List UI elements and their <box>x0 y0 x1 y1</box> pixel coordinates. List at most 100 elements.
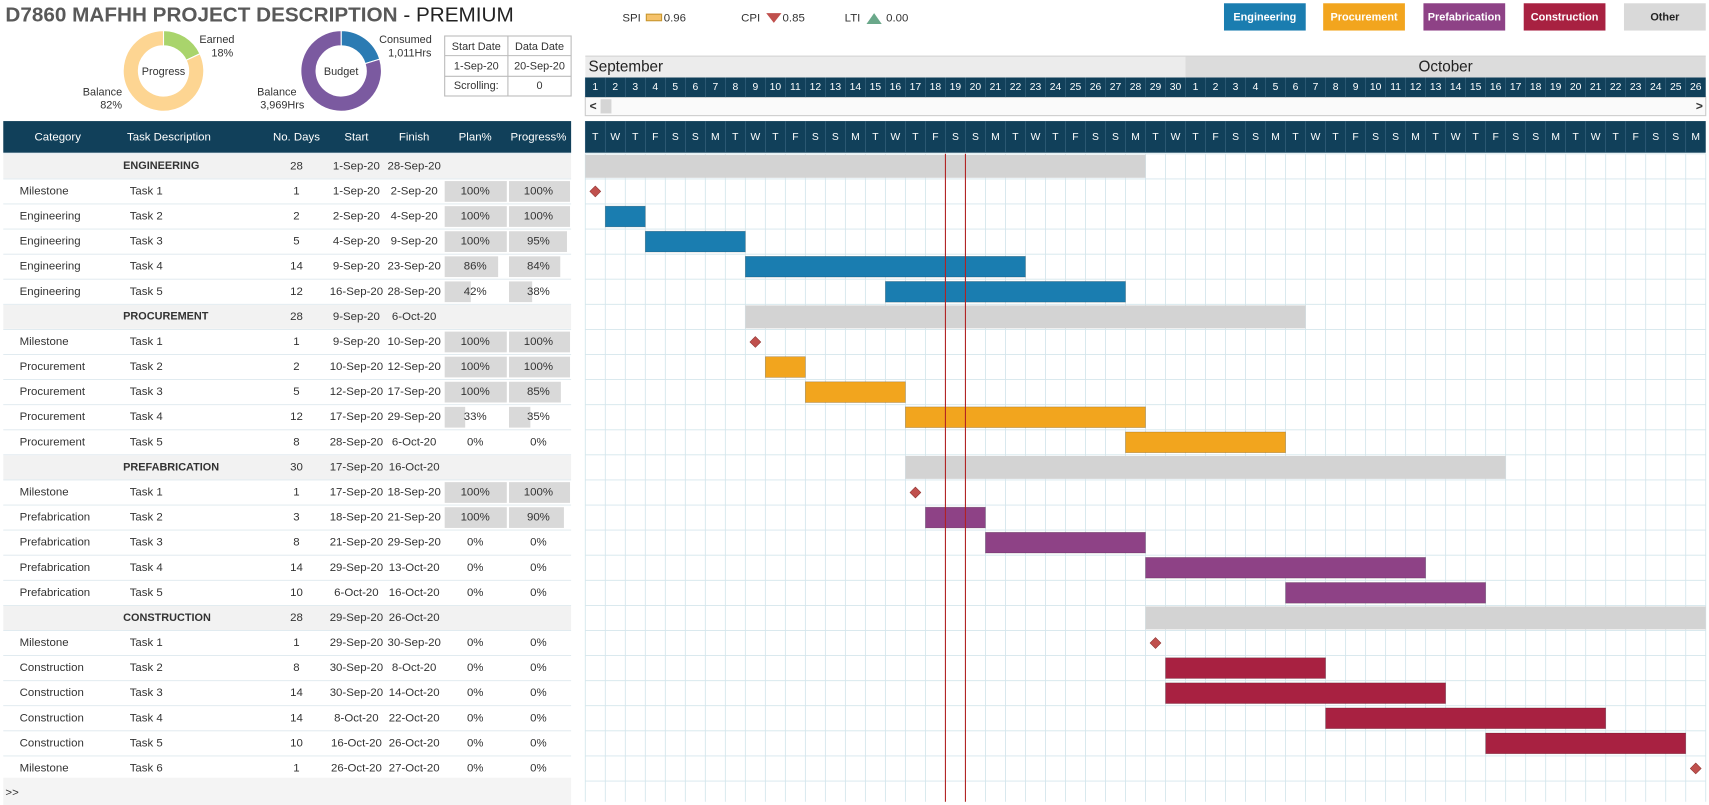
weekday: F <box>1072 132 1078 143</box>
day-number: 9 <box>1353 82 1359 93</box>
scroll-bar[interactable] <box>584 96 1707 117</box>
day-number: 13 <box>1430 82 1442 93</box>
legend-label[interactable]: Prefabrication <box>1428 11 1501 23</box>
plan-value: 0% <box>467 762 484 774</box>
legend-label[interactable]: Procurement <box>1330 11 1398 23</box>
weekday: F <box>1212 132 1218 143</box>
weekday: M <box>1411 132 1420 143</box>
cpi-icon <box>766 13 782 23</box>
legend-label[interactable]: Engineering <box>1233 11 1296 23</box>
finish-date: 10-Sep-20 <box>387 336 440 348</box>
weekday: M <box>1271 132 1280 143</box>
duration: 3 <box>293 512 299 524</box>
start-date: 16-Sep-20 <box>330 286 383 298</box>
category: Milestone <box>20 185 69 197</box>
info-header: Data Date <box>515 41 564 53</box>
day-number: 28 <box>1130 82 1142 93</box>
category: Prefabrication <box>20 587 91 599</box>
plan-bar <box>444 231 507 252</box>
scroll-thumb[interactable] <box>600 99 612 114</box>
duration: 5 <box>293 236 299 248</box>
start-date: 29-Sep-20 <box>330 562 383 574</box>
plan-value: 100% <box>461 336 490 348</box>
weekday: S <box>672 132 679 143</box>
duration: 1 <box>293 762 299 774</box>
footer-nav[interactable]: >> <box>5 787 19 799</box>
finish-date: 30-Sep-20 <box>387 637 440 649</box>
legend-button[interactable] <box>1323 3 1405 31</box>
task-name: Task 4 <box>130 411 164 423</box>
start-date: 8-Oct-20 <box>334 712 378 724</box>
task-bar <box>1165 682 1446 704</box>
donut-value: 82% <box>100 100 122 112</box>
legend-button[interactable] <box>1623 3 1706 31</box>
duration: 1 <box>293 185 299 197</box>
start-date: 28-Sep-20 <box>330 436 383 448</box>
weekday: S <box>1232 132 1239 143</box>
task-name: Task 4 <box>130 261 164 273</box>
finish-date: 29-Sep-20 <box>387 411 440 423</box>
progress-bar <box>508 507 564 528</box>
plan-value: 33% <box>464 411 487 423</box>
progress-value: 35% <box>527 411 550 423</box>
task-name: Task 4 <box>130 712 164 724</box>
group-name: CONSTRUCTION <box>123 612 211 624</box>
progress-value: 100% <box>524 361 553 373</box>
progress-bar <box>508 256 561 278</box>
day-number: 7 <box>712 82 718 93</box>
plan-value: 0% <box>467 587 484 599</box>
plan-value: 100% <box>461 512 490 524</box>
progress-value: 100% <box>524 211 553 223</box>
day-number: 22 <box>1610 82 1622 93</box>
scroll-right[interactable]: > <box>1696 99 1703 113</box>
legend-label[interactable]: Construction <box>1531 11 1599 23</box>
milestone <box>1149 637 1162 649</box>
day-number: 15 <box>870 82 882 93</box>
finish-date: 26-Oct-20 <box>389 737 440 749</box>
task-name: Task 5 <box>130 737 163 749</box>
column-header: No. Days <box>273 131 320 143</box>
weekday: S <box>1672 132 1679 143</box>
start-date: 2-Sep-20 <box>333 211 380 223</box>
legend-label[interactable]: Other <box>1650 11 1680 23</box>
finish-date: 4-Sep-20 <box>391 211 438 223</box>
info-label: Scrolling: <box>454 80 499 92</box>
task-name: Task 3 <box>130 386 163 398</box>
category: Procurement <box>20 386 86 398</box>
day-number: 10 <box>770 82 782 93</box>
finish-date: 28-Sep-20 <box>387 160 440 172</box>
category: Milestone <box>20 336 69 348</box>
plan-value: 100% <box>461 487 490 499</box>
weekday: T <box>1332 132 1339 143</box>
weekday: W <box>610 132 620 143</box>
task-name: Task 5 <box>130 587 163 599</box>
task-name: Task 5 <box>130 436 163 448</box>
category: Milestone <box>20 487 69 499</box>
plan-value: 0% <box>467 662 484 674</box>
task-name: Task 5 <box>130 286 163 298</box>
legend-button[interactable] <box>1223 3 1306 31</box>
start-date: 1-Sep-20 <box>333 185 380 197</box>
legend-button[interactable] <box>1523 3 1606 31</box>
plan-bar <box>444 281 471 303</box>
weekday: S <box>812 132 819 143</box>
start-date: 17-Sep-20 <box>330 487 383 499</box>
plan-bar <box>444 356 507 378</box>
finish-date: 16-Oct-20 <box>389 461 440 473</box>
scroll-left[interactable]: < <box>590 99 597 113</box>
day-number: 15 <box>1470 82 1482 93</box>
progress-value: 0% <box>530 662 547 674</box>
legend-button[interactable] <box>1423 3 1506 31</box>
plan-value: 100% <box>461 211 490 223</box>
day-number: 17 <box>910 82 922 93</box>
plan-bar <box>444 507 507 528</box>
donut-label: Balance <box>257 87 296 99</box>
lti-icon <box>866 13 882 24</box>
title-edition: - PREMIUM <box>403 4 513 27</box>
group-bar <box>905 455 1506 479</box>
finish-date: 22-Oct-20 <box>389 712 440 724</box>
day-number: 4 <box>652 82 658 93</box>
progress-value: 0% <box>530 537 547 549</box>
day-number: 11 <box>1390 82 1401 93</box>
task-bar <box>765 356 806 378</box>
